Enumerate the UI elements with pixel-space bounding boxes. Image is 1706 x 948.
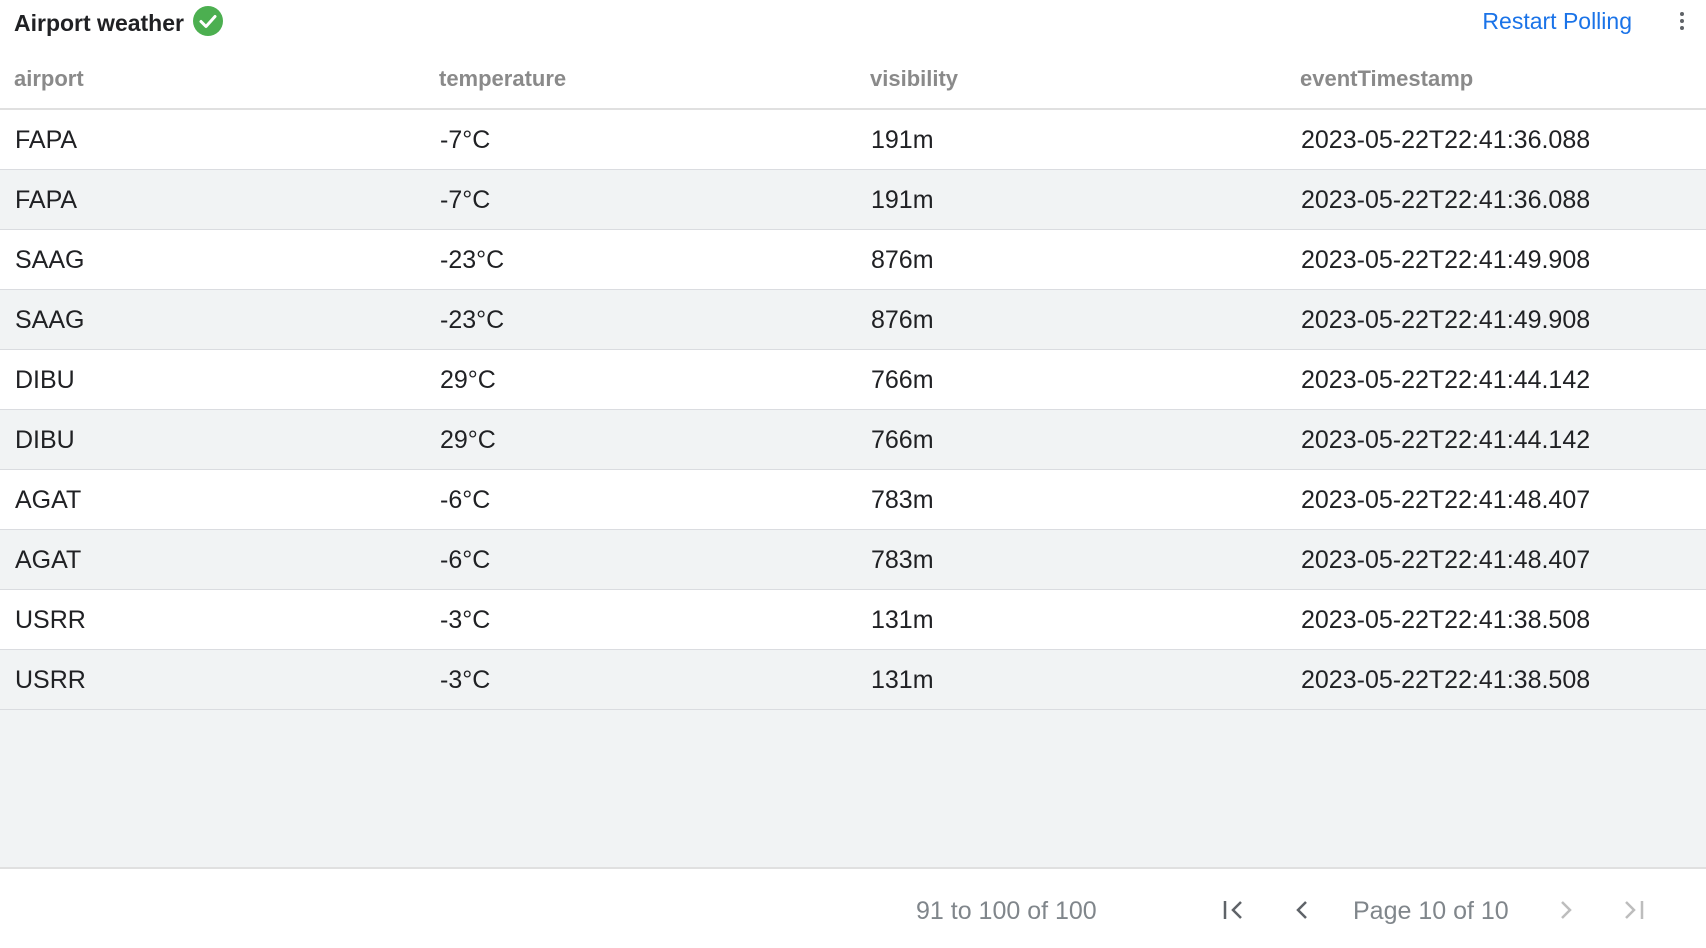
cell-event-timestamp: 2023-05-22T22:41:48.407 (1301, 546, 1591, 574)
pagination-bar: 91 to 100 of 100 Page 10 of 10 (0, 867, 1706, 948)
table-row[interactable]: SAAG -23°C 876m 2023-05-22T22:41:49.908 (0, 290, 1706, 350)
next-page-icon[interactable] (1550, 895, 1580, 925)
cell-temperature: -6°C (440, 486, 491, 514)
restart-polling-button[interactable]: Restart Polling (1482, 8, 1632, 34)
cell-event-timestamp: 2023-05-22T22:41:48.407 (1301, 486, 1591, 514)
cell-airport: SAAG (15, 246, 85, 274)
table-header: airport temperature visibility eventTime… (0, 56, 1706, 110)
check-circle-icon (193, 6, 223, 36)
panel-header: Airport weather Restart Polling (0, 0, 1706, 48)
table-row[interactable]: SAAG -23°C 876m 2023-05-22T22:41:49.908 (0, 230, 1706, 290)
previous-page-icon[interactable] (1288, 895, 1318, 925)
cell-visibility: 783m (871, 546, 934, 574)
cell-airport: SAAG (15, 306, 85, 334)
cell-visibility: 876m (871, 246, 934, 274)
cell-airport: DIBU (15, 366, 75, 394)
cell-visibility: 766m (871, 366, 934, 394)
cell-airport: AGAT (15, 546, 82, 574)
table-row[interactable]: AGAT -6°C 783m 2023-05-22T22:41:48.407 (0, 470, 1706, 530)
cell-visibility: 783m (871, 486, 934, 514)
cell-airport: USRR (15, 666, 86, 694)
last-page-icon[interactable] (1618, 895, 1648, 925)
cell-temperature: -7°C (440, 186, 491, 214)
cell-airport: DIBU (15, 426, 75, 454)
cell-temperature: -7°C (440, 126, 491, 154)
table-body: FAPA -7°C 191m 2023-05-22T22:41:36.088 FAPA -… (0, 110, 1706, 868)
cell-temperature: -3°C (440, 606, 491, 634)
table-row[interactable]: USRR -3°C 131m 2023-05-22T22:41:38.508 (0, 650, 1706, 710)
cell-visibility: 876m (871, 306, 934, 334)
table-row[interactable]: DIBU 29°C 766m 2023-05-22T22:41:44.142 (0, 410, 1706, 470)
cell-temperature: -6°C (440, 546, 491, 574)
cell-airport: FAPA (15, 126, 78, 154)
cell-temperature: 29°C (440, 366, 496, 394)
cell-event-timestamp: 2023-05-22T22:41:38.508 (1301, 666, 1591, 694)
page-info: Page 10 of 10 (1353, 897, 1509, 925)
cell-airport: AGAT (15, 486, 82, 514)
cell-temperature: -3°C (440, 666, 491, 694)
cell-airport: USRR (15, 606, 86, 634)
column-header-visibility[interactable]: visibility (870, 66, 959, 91)
table-row[interactable]: DIBU 29°C 766m 2023-05-22T22:41:44.142 (0, 350, 1706, 410)
first-page-icon[interactable] (1219, 895, 1249, 925)
cell-visibility: 131m (871, 666, 934, 694)
cell-temperature: -23°C (440, 246, 505, 274)
table-row[interactable]: FAPA -7°C 191m 2023-05-22T22:41:36.088 (0, 110, 1706, 170)
cell-event-timestamp: 2023-05-22T22:41:49.908 (1301, 306, 1591, 334)
cell-event-timestamp: 2023-05-22T22:41:44.142 (1301, 366, 1591, 394)
cell-event-timestamp: 2023-05-22T22:41:49.908 (1301, 246, 1591, 274)
column-header-event-timestamp[interactable]: eventTimestamp (1300, 66, 1474, 91)
panel-title: Airport weather (14, 10, 184, 36)
cell-event-timestamp: 2023-05-22T22:41:36.088 (1301, 126, 1591, 154)
cell-visibility: 191m (871, 126, 934, 154)
column-header-airport[interactable]: airport (14, 66, 84, 91)
table-row[interactable]: FAPA -7°C 191m 2023-05-22T22:41:36.088 (0, 170, 1706, 230)
cell-visibility: 191m (871, 186, 934, 214)
cell-event-timestamp: 2023-05-22T22:41:44.142 (1301, 426, 1591, 454)
row-range: 91 to 100 of 100 (916, 897, 1097, 925)
column-header-temperature[interactable]: temperature (439, 66, 567, 91)
table-row[interactable]: USRR -3°C 131m 2023-05-22T22:41:38.508 (0, 590, 1706, 650)
cell-visibility: 131m (871, 606, 934, 634)
cell-event-timestamp: 2023-05-22T22:41:38.508 (1301, 606, 1591, 634)
cell-airport: FAPA (15, 186, 78, 214)
more-vert-icon[interactable] (1676, 10, 1688, 34)
cell-event-timestamp: 2023-05-22T22:41:36.088 (1301, 186, 1591, 214)
cell-temperature: -23°C (440, 306, 505, 334)
cell-temperature: 29°C (440, 426, 496, 454)
table-row[interactable]: AGAT -6°C 783m 2023-05-22T22:41:48.407 (0, 530, 1706, 590)
cell-visibility: 766m (871, 426, 934, 454)
